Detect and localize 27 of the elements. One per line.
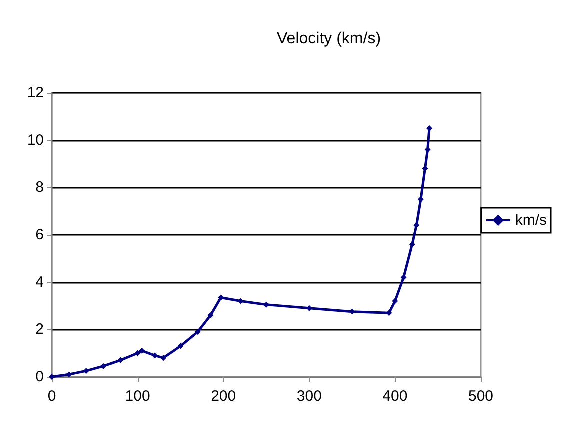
x-tick-label: 0	[48, 388, 56, 405]
x-tick-label: 200	[211, 388, 236, 405]
y-tick-label: 10	[27, 132, 44, 149]
y-tick-label: 2	[36, 321, 44, 338]
y-tick-label: 12	[27, 84, 44, 102]
y-tick-label: 8	[36, 179, 44, 196]
y-tick-label: 0	[36, 368, 44, 386]
y-tick-label: 4	[36, 274, 44, 291]
point	[66, 372, 72, 378]
x-tick-label: 500	[468, 388, 494, 405]
point	[400, 274, 407, 281]
point	[118, 357, 124, 364]
point	[392, 298, 398, 304]
chart-title: Velocity (km/s)	[276, 30, 382, 48]
point	[139, 348, 146, 354]
point	[194, 329, 201, 336]
x-tick-label: 400	[382, 388, 408, 405]
point	[134, 350, 141, 356]
point	[160, 355, 167, 362]
legend-label: km/s	[515, 212, 548, 229]
x-tick-label: 100	[125, 388, 150, 405]
y-tick-label: 6	[36, 226, 44, 244]
x-tick-label: 300	[296, 388, 322, 405]
point	[178, 343, 184, 350]
point	[208, 312, 214, 318]
point	[152, 352, 158, 359]
point	[100, 363, 106, 370]
